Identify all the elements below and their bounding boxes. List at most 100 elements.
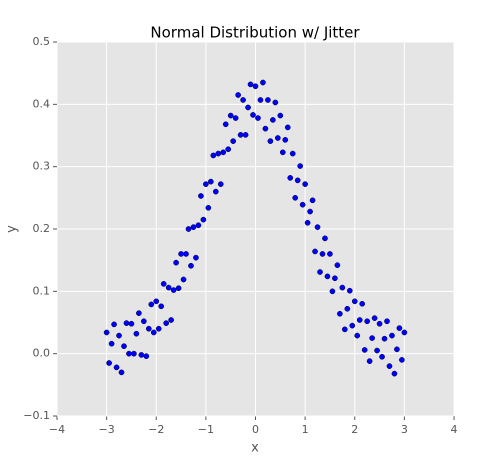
point bbox=[361, 347, 368, 353]
point bbox=[381, 335, 388, 342]
point bbox=[133, 330, 140, 337]
point bbox=[108, 340, 115, 347]
point bbox=[284, 124, 291, 131]
y-tick-label: 0.3 bbox=[33, 160, 51, 173]
point bbox=[366, 358, 373, 364]
point bbox=[314, 224, 321, 230]
point bbox=[351, 298, 358, 305]
point bbox=[257, 97, 264, 103]
point bbox=[247, 81, 254, 88]
point bbox=[232, 115, 239, 121]
point bbox=[359, 300, 366, 307]
point bbox=[297, 163, 304, 169]
point bbox=[287, 175, 294, 181]
point bbox=[369, 335, 375, 341]
point bbox=[274, 135, 281, 141]
y-tick-label: 0.1 bbox=[33, 284, 51, 297]
point bbox=[374, 347, 380, 354]
point bbox=[227, 112, 234, 119]
point bbox=[279, 149, 286, 156]
point bbox=[260, 79, 266, 86]
point bbox=[282, 137, 289, 143]
point bbox=[376, 320, 383, 327]
point bbox=[222, 121, 229, 128]
x-tick-label: −2 bbox=[148, 423, 164, 436]
point bbox=[225, 146, 232, 153]
point bbox=[319, 251, 326, 257]
point bbox=[304, 219, 311, 226]
point bbox=[180, 276, 187, 283]
x-tick-label: 0 bbox=[252, 423, 259, 436]
y-tick-label: −0.1 bbox=[23, 409, 50, 422]
point bbox=[399, 357, 405, 363]
point bbox=[185, 226, 192, 232]
point bbox=[138, 352, 145, 358]
point bbox=[262, 125, 269, 132]
point bbox=[332, 275, 338, 282]
point bbox=[255, 115, 261, 121]
y-tick-label: 0.2 bbox=[33, 222, 51, 235]
point bbox=[307, 208, 313, 215]
point bbox=[160, 281, 167, 287]
point bbox=[183, 251, 189, 257]
point bbox=[324, 273, 331, 280]
point bbox=[212, 188, 219, 195]
point bbox=[126, 350, 132, 357]
point bbox=[220, 149, 227, 156]
point bbox=[302, 181, 308, 187]
point bbox=[389, 332, 395, 339]
point bbox=[165, 284, 172, 291]
point bbox=[195, 222, 202, 229]
point bbox=[217, 181, 224, 187]
x-tick-label: −1 bbox=[198, 423, 214, 436]
x-tick-label: −4 bbox=[49, 423, 65, 436]
point bbox=[163, 320, 170, 326]
point bbox=[242, 132, 249, 138]
point bbox=[116, 332, 122, 339]
point bbox=[245, 104, 251, 111]
point bbox=[210, 152, 217, 159]
point bbox=[341, 326, 348, 333]
point bbox=[344, 305, 351, 312]
point bbox=[168, 317, 174, 323]
point bbox=[113, 364, 120, 371]
point bbox=[337, 310, 343, 317]
point bbox=[289, 150, 296, 157]
point bbox=[309, 197, 316, 204]
x-axis-label: x bbox=[251, 441, 259, 456]
point bbox=[384, 318, 390, 325]
point bbox=[188, 262, 194, 269]
x-tick-label: 1 bbox=[302, 423, 309, 436]
point bbox=[277, 112, 284, 119]
point bbox=[205, 204, 212, 211]
point bbox=[158, 303, 165, 310]
point bbox=[294, 177, 301, 184]
point bbox=[200, 216, 207, 223]
point bbox=[265, 97, 271, 103]
point bbox=[143, 353, 150, 360]
point bbox=[193, 254, 199, 261]
point bbox=[394, 346, 400, 353]
point bbox=[334, 262, 341, 269]
point bbox=[329, 288, 336, 295]
y-tick-label: 0.4 bbox=[33, 97, 51, 110]
point bbox=[230, 138, 237, 144]
point bbox=[356, 317, 363, 323]
point bbox=[128, 320, 135, 327]
y-tick-label: 0.5 bbox=[33, 35, 51, 48]
point bbox=[270, 117, 276, 123]
point bbox=[178, 251, 184, 257]
point bbox=[150, 329, 157, 336]
point bbox=[322, 235, 328, 242]
point bbox=[339, 284, 346, 291]
x-tick-label: 2 bbox=[351, 423, 358, 436]
point bbox=[349, 322, 356, 329]
point bbox=[145, 325, 152, 332]
point bbox=[106, 360, 112, 366]
point bbox=[317, 269, 323, 275]
point bbox=[237, 132, 244, 138]
point bbox=[267, 138, 274, 144]
point bbox=[153, 298, 160, 305]
point bbox=[292, 194, 299, 201]
